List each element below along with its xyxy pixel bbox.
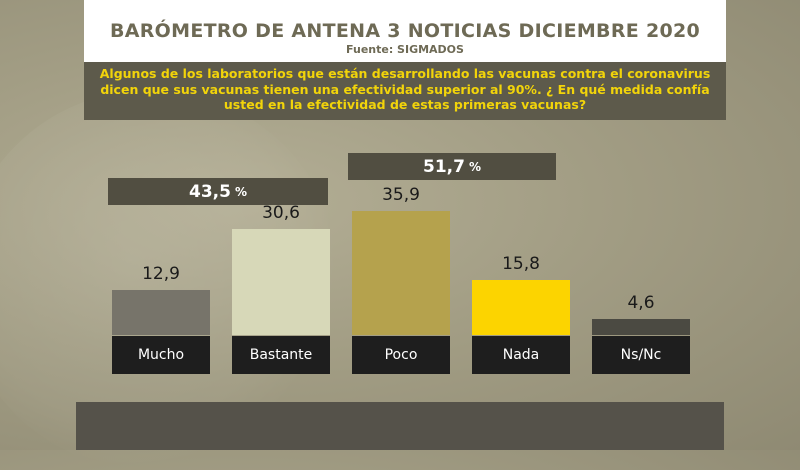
value-label-poco: 35,9 bbox=[382, 185, 420, 205]
bar-bastante bbox=[232, 229, 330, 335]
category-label-bastante: Bastante bbox=[232, 336, 330, 374]
group-total-positive: 43,5 % bbox=[108, 178, 328, 205]
footer-band bbox=[76, 402, 724, 450]
header-panel: BARÓMETRO DE ANTENA 3 NOTICIAS DICIEMBRE… bbox=[84, 0, 726, 62]
category-label-poco: Poco bbox=[352, 336, 450, 374]
question-line-1: Algunos de los laboratorios que están de… bbox=[99, 66, 711, 81]
group-negative-value: 51,7 bbox=[423, 156, 465, 177]
value-label-bastante: 30,6 bbox=[262, 203, 300, 223]
question-line-2: dicen que sus vacunas tienen una efectiv… bbox=[100, 81, 710, 97]
question-line-3: usted en la efectividad de estas primera… bbox=[223, 97, 587, 112]
bar-mucho bbox=[112, 290, 210, 335]
category-label-ns-nc: Ns/Nc bbox=[592, 336, 690, 374]
group-total-negative: 51,7 % bbox=[348, 153, 556, 180]
group-positive-value: 43,5 bbox=[189, 181, 231, 202]
category-label-nada: Nada bbox=[472, 336, 570, 374]
bar-ns-nc bbox=[592, 319, 690, 335]
group-negative-unit: % bbox=[468, 159, 481, 174]
survey-question: Algunos de los laboratorios que están de… bbox=[84, 62, 726, 120]
value-label-mucho: 12,9 bbox=[142, 264, 180, 284]
bar-poco bbox=[352, 211, 450, 335]
value-label-ns-nc: 4,6 bbox=[627, 293, 655, 313]
chart-source: Fuente: SIGMADOS bbox=[346, 43, 464, 56]
value-label-nada: 15,8 bbox=[502, 254, 540, 274]
category-label-mucho: Mucho bbox=[112, 336, 210, 374]
bar-nada bbox=[472, 280, 570, 335]
chart-title: BARÓMETRO DE ANTENA 3 NOTICIAS DICIEMBRE… bbox=[109, 20, 701, 42]
group-positive-unit: % bbox=[234, 184, 247, 199]
